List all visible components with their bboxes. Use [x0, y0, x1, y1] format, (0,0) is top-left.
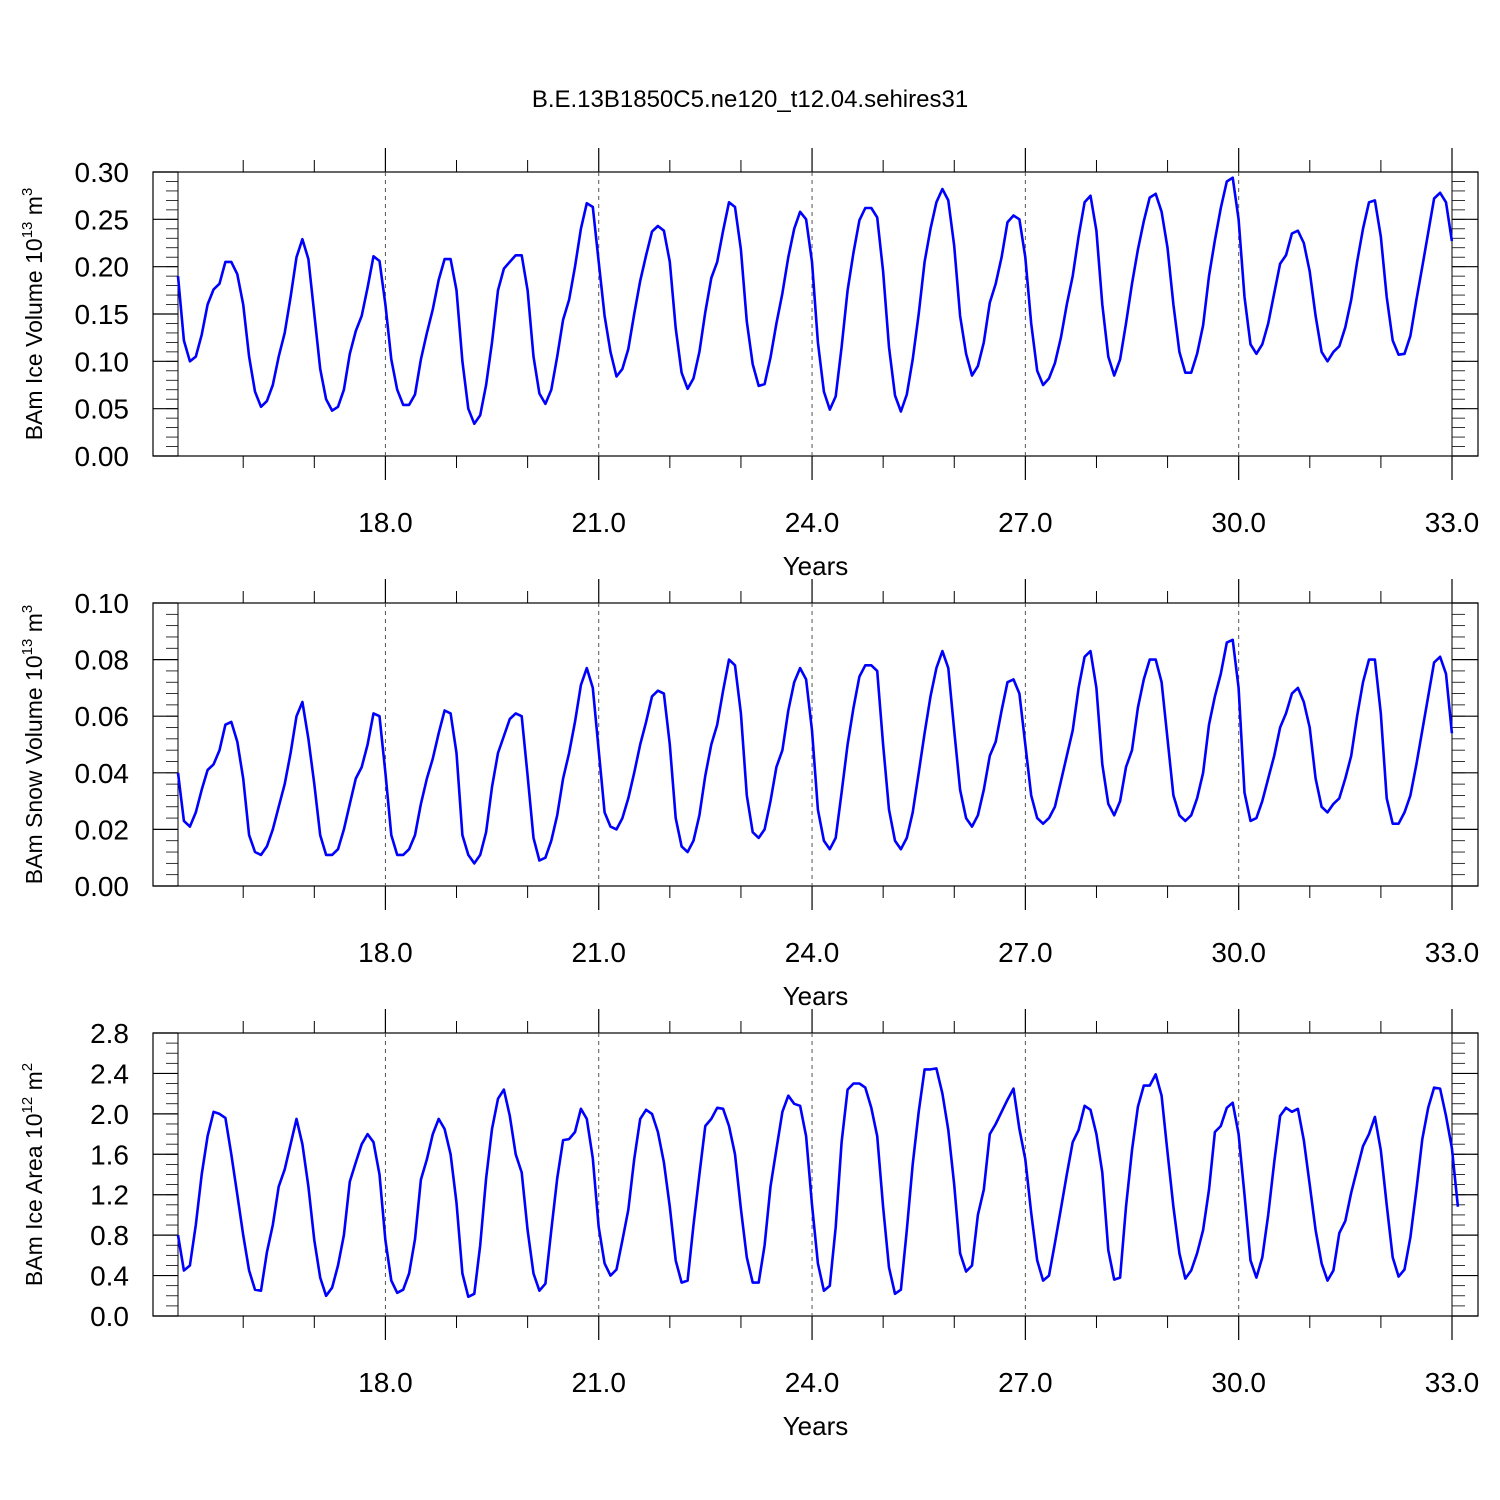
chart-title: B.E.13B1850C5.ne120_t12.04.sehires31 [531, 86, 969, 113]
y-tick-label: 0.06 [75, 701, 130, 732]
y-tick-label: 2.0 [90, 1099, 129, 1130]
y-tick-label: 0.04 [75, 758, 130, 789]
y-tick-label: 0.20 [75, 252, 130, 283]
x-tick-label: 30.0 [1211, 1367, 1266, 1398]
y-tick-label: 1.6 [90, 1139, 129, 1170]
y-axis-title-exp: 13 [19, 639, 36, 656]
series-line [176, 1067, 1460, 1299]
panel-ice-area: 18.0 21.0 24.0 27.0 30.0 33.0 0.0 0.4 0.8 1.2 1.6 2… [19, 1009, 1479, 1441]
plot-frame [152, 602, 1479, 887]
y-axis-title-unit-exp: 3 [19, 188, 36, 196]
y-tick-label: 0.15 [75, 299, 130, 330]
y-tick-label: 2.8 [90, 1018, 129, 1049]
y-tick-label: 0.10 [75, 346, 130, 377]
x-tick-label: 24.0 [785, 937, 840, 968]
y-tick-label: 0.4 [90, 1261, 129, 1292]
y-axis-title-exp: 13 [19, 222, 36, 239]
y-axis-title: BAm Snow Volume 1013 m3 [19, 605, 47, 884]
y-tick-label: 0.00 [75, 871, 130, 902]
y-tick-label: 0.0 [90, 1301, 129, 1332]
x-tick-label: 21.0 [571, 1367, 626, 1398]
y-tick-label: 0.8 [90, 1220, 129, 1251]
x-tick-label: 30.0 [1211, 507, 1266, 538]
x-tick-label: 18.0 [358, 937, 413, 968]
y-tick-label: 0.10 [75, 588, 130, 619]
x-tick-label: 18.0 [358, 507, 413, 538]
x-tick-label: 21.0 [571, 937, 626, 968]
panel-ice-volume: 18.0 21.0 24.0 27.0 30.0 33.0 0.00 0.05 0.10 0.15… [19, 148, 1479, 581]
x-tick-label: 21.0 [571, 507, 626, 538]
y-tick-label: 0.25 [75, 204, 130, 235]
y-tick-label: 0.02 [75, 814, 130, 845]
y-tick-label: 0.30 [75, 157, 130, 188]
x-tick-label: 33.0 [1425, 937, 1480, 968]
x-tick-label: 30.0 [1211, 937, 1266, 968]
x-axis-title: Years [783, 981, 849, 1011]
y-tick-label: 2.4 [90, 1058, 129, 1089]
x-axis-title: Years [783, 1411, 849, 1441]
x-tick-label: 24.0 [785, 507, 840, 538]
y-axis-title-unit: m [21, 196, 47, 222]
y-axis-title: BAm Ice Area 1012 m2 [19, 1063, 47, 1286]
y-axis-title-unit-exp: 3 [19, 605, 36, 613]
series-line [176, 638, 1454, 865]
plot-frame [152, 1032, 1479, 1317]
x-tick-label: 33.0 [1425, 507, 1480, 538]
y-tick-label: 0.08 [75, 645, 130, 676]
y-axis-title-base: BAm Ice Volume 10 [21, 238, 47, 440]
x-tick-label: 18.0 [358, 1367, 413, 1398]
y-axis-title-exp: 12 [19, 1097, 36, 1114]
y-tick-label: 0.00 [75, 441, 130, 472]
y-axis-title-unit: m [21, 1071, 47, 1097]
x-axis-title: Years [783, 551, 849, 581]
y-axis-title-unit-exp: 2 [19, 1063, 36, 1071]
y-axis-title-base: BAm Ice Area 10 [21, 1114, 47, 1287]
y-axis-title-base: BAm Snow Volume 10 [21, 655, 47, 884]
x-tick-label: 27.0 [998, 937, 1053, 968]
x-tick-label: 24.0 [785, 1367, 840, 1398]
x-tick-label: 27.0 [998, 1367, 1053, 1398]
y-tick-label: 1.2 [90, 1180, 129, 1211]
y-axis-title-unit: m [21, 613, 47, 639]
y-tick-label: 0.05 [75, 394, 130, 425]
series-line [176, 176, 1454, 426]
y-axis-title: BAm Ice Volume 1013 m3 [19, 188, 47, 441]
x-tick-label: 27.0 [998, 507, 1053, 538]
panel-snow-volume: 18.0 21.0 24.0 27.0 30.0 33.0 0.00 0.02 0.04 0.06… [19, 579, 1479, 1011]
x-tick-label: 33.0 [1425, 1367, 1480, 1398]
